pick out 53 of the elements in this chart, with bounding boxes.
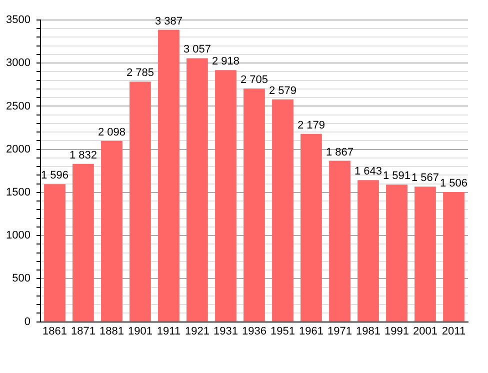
x-tick-label: 1961 [298,325,324,338]
x-tick-label: 1881 [99,325,124,338]
bar [329,160,350,322]
data-label: 2 179 [297,119,326,132]
data-label: 2 785 [126,67,154,80]
bar [158,30,180,322]
bar [272,99,294,322]
data-label: 2 918 [212,56,240,68]
x-tick-label: 1911 [156,325,181,338]
data-label: 1 506 [440,177,468,190]
y-tick-label: 2000 [6,143,30,156]
bar [386,184,408,322]
bar [101,140,122,322]
bar [300,134,322,322]
data-label: 3 057 [183,44,211,56]
data-label: 3 387 [154,15,182,28]
x-tick-label: 1921 [184,325,210,338]
x-tick-label: 1951 [270,325,295,338]
x-tick-label: 1861 [42,325,67,338]
y-tick-label: 0 [24,316,30,328]
x-tick-label: 1936 [242,325,266,338]
y-tick-label: 500 [12,272,30,285]
x-tick-label: 1901 [128,325,152,338]
data-label: 1 832 [69,149,97,162]
bar [215,70,236,322]
data-label: 2 579 [268,84,297,97]
y-tick-label: 3000 [6,57,30,70]
x-tick-label: 1871 [70,325,96,338]
x-tick-label: 2001 [413,325,438,338]
data-label: 1 596 [40,170,68,182]
data-label: 1 567 [411,172,440,184]
x-tick-label: 1991 [384,325,409,338]
bar [443,192,464,322]
data-label: 1 643 [354,166,382,178]
bar [186,58,208,322]
bar [414,186,436,322]
data-label: 1 867 [326,146,354,158]
x-tick-label: 2011 [442,325,466,338]
y-tick-label: 3500 [6,14,30,26]
bar [72,164,94,322]
data-label: 2 705 [240,74,268,86]
data-label: 2 098 [98,126,126,138]
bar [44,184,66,322]
bar [130,82,151,322]
x-tick-label: 1931 [213,325,238,338]
x-tick-label: 1981 [356,325,380,338]
y-tick-label: 1500 [6,186,30,198]
bar [244,88,265,322]
x-tick-label: 1971 [328,325,352,338]
y-tick-label: 1000 [6,230,30,242]
bar [358,180,379,322]
data-label: 1 591 [382,170,411,182]
y-tick-label: 2500 [6,100,30,112]
